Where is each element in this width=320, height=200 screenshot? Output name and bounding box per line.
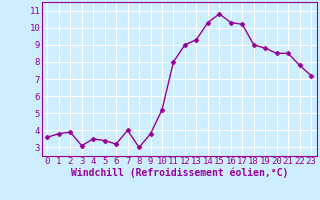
X-axis label: Windchill (Refroidissement éolien,°C): Windchill (Refroidissement éolien,°C) xyxy=(70,168,288,178)
